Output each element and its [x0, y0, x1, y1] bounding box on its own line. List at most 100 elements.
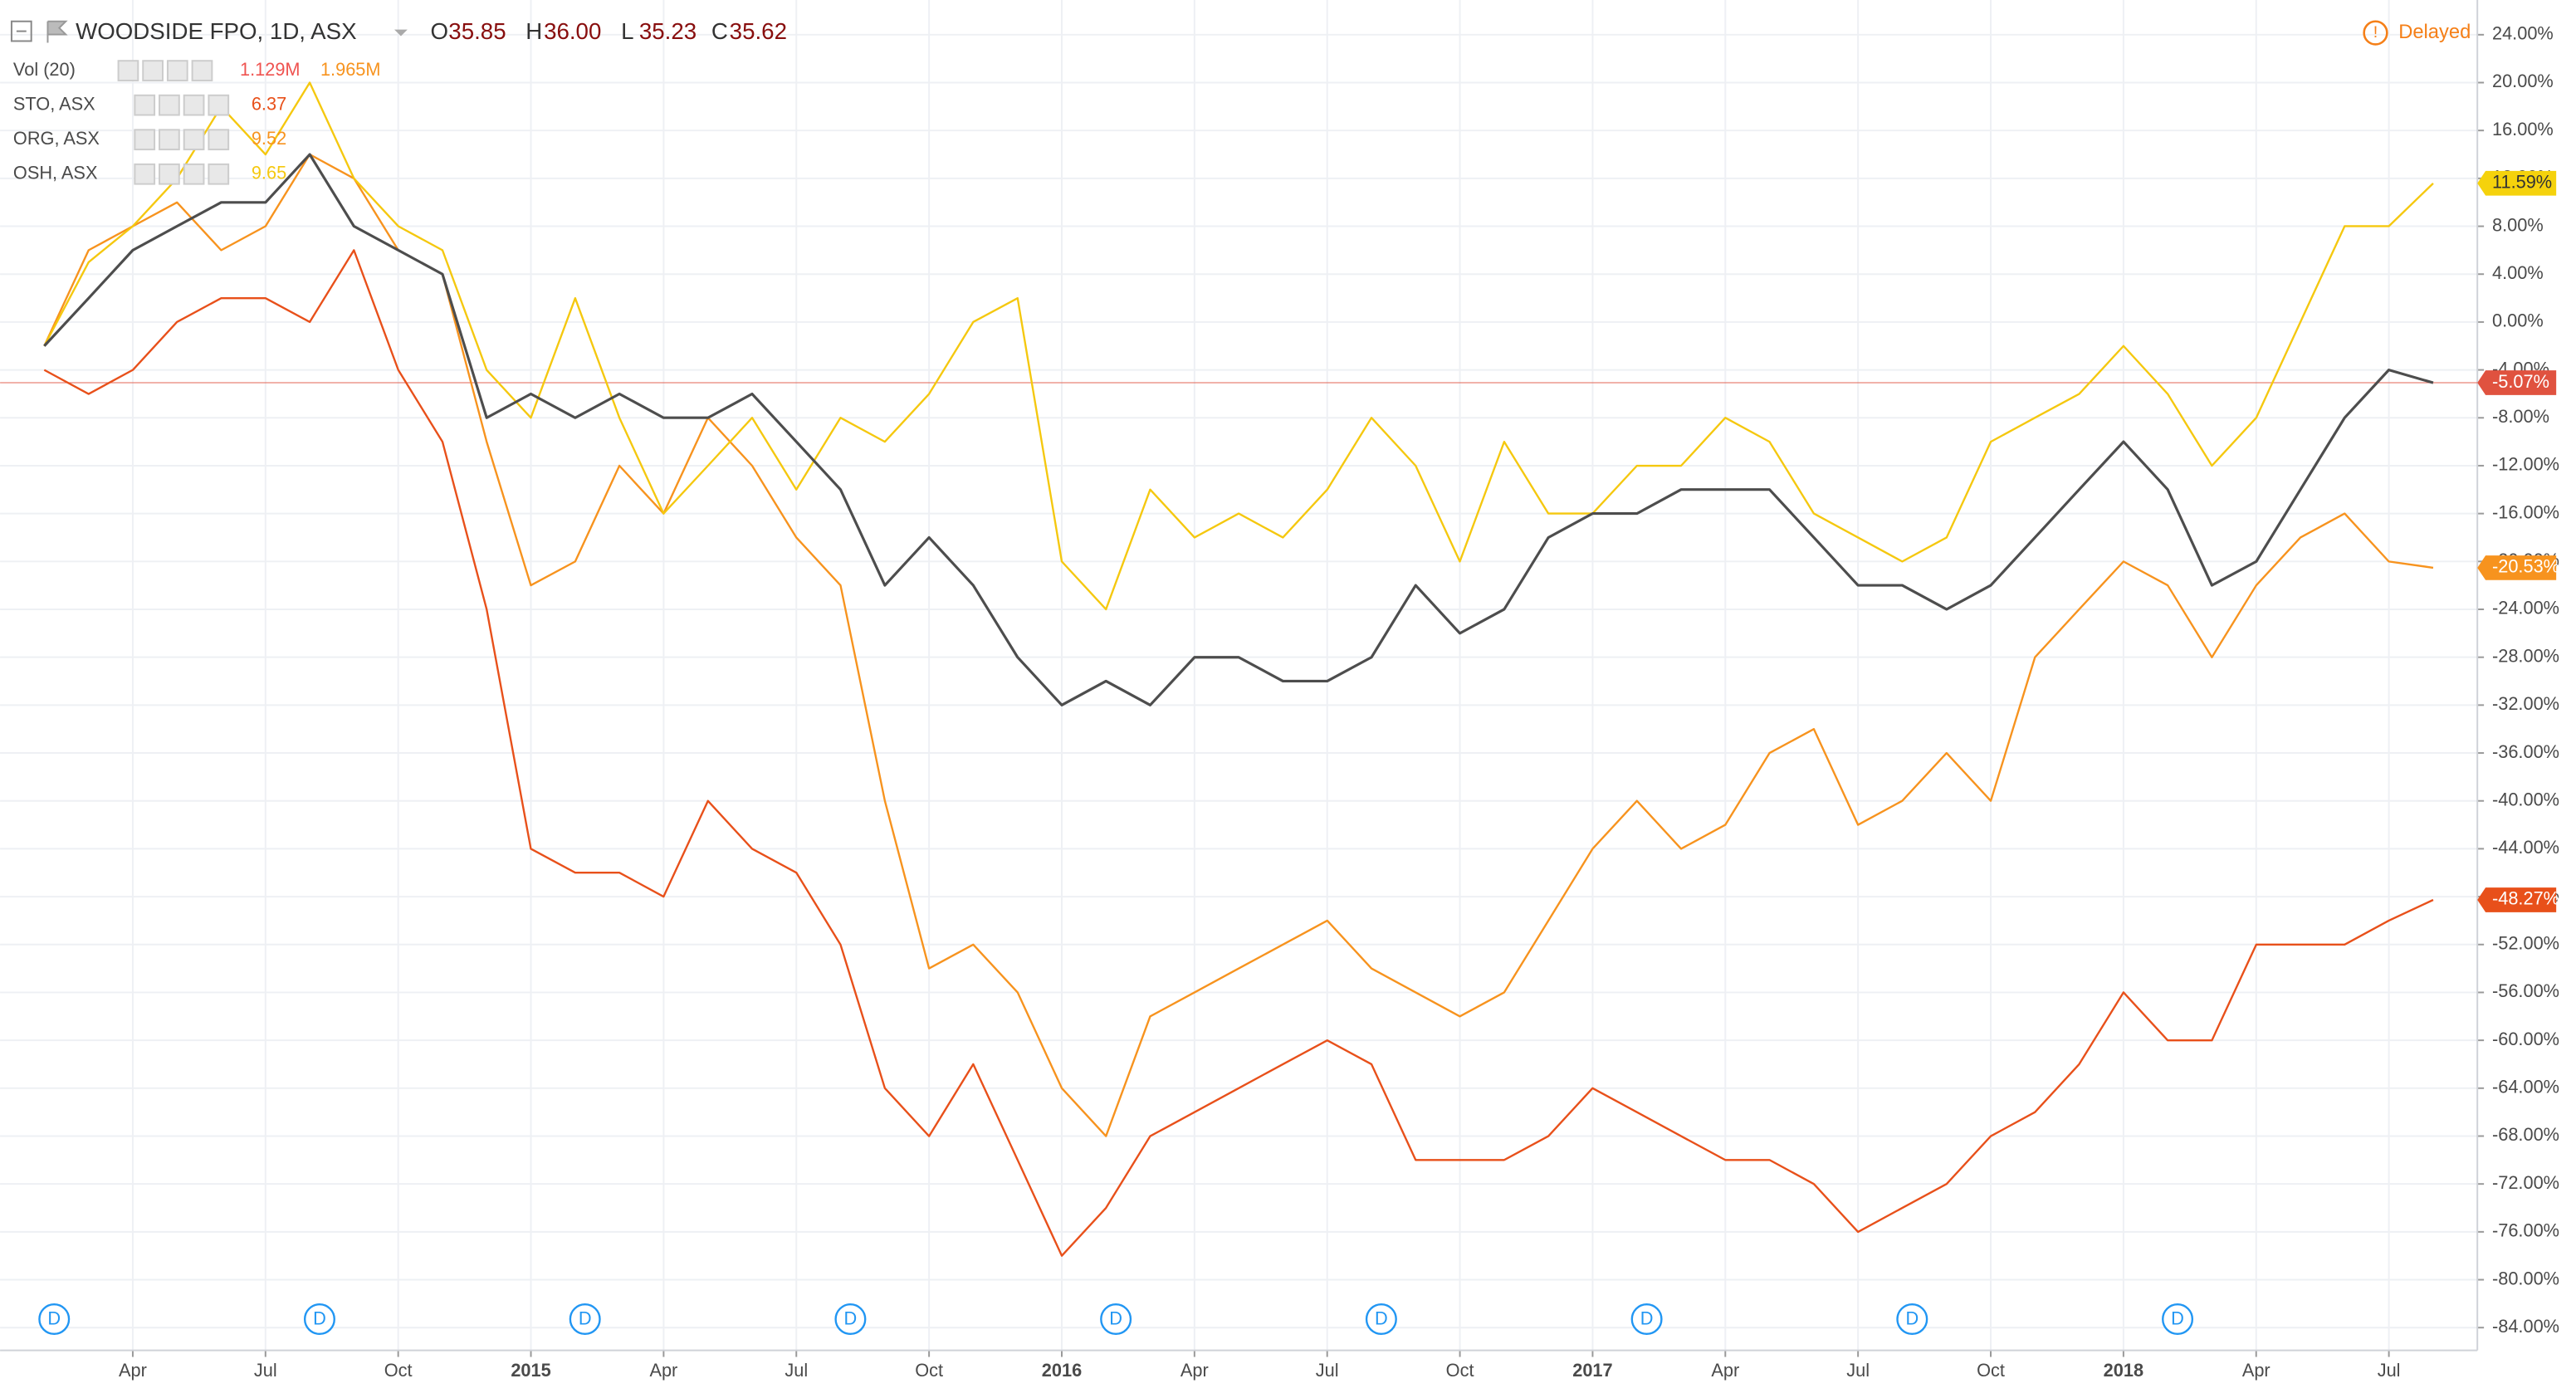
x-tick-label: 2018	[2104, 1360, 2143, 1381]
dividend-label: D	[47, 1308, 61, 1329]
dividend-label: D	[1640, 1308, 1654, 1329]
legend-value: 9.52	[252, 128, 286, 149]
y-tick-label: 20.00%	[2492, 71, 2554, 91]
y-tick-label: 16.00%	[2492, 119, 2554, 139]
y-tick-label: -28.00%	[2492, 645, 2559, 666]
study-value: 1.965M	[320, 59, 381, 80]
y-tick-label: -68.00%	[2492, 1124, 2559, 1145]
y-tick-label: -64.00%	[2492, 1077, 2559, 1097]
legend-icon[interactable]	[134, 163, 156, 185]
dividend-marker[interactable]	[2162, 1303, 2194, 1336]
legend-icon[interactable]	[142, 60, 164, 81]
y-tick-label: 8.00%	[2492, 214, 2544, 235]
legend-icon[interactable]	[183, 129, 205, 151]
x-tick-label: Jul	[1316, 1360, 1339, 1381]
ohlc-value: 35.23	[639, 18, 697, 44]
collapse-icon[interactable]	[10, 20, 32, 42]
legend-icon[interactable]	[159, 94, 180, 116]
legend-value: 9.65	[252, 163, 286, 183]
legend-icon[interactable]	[159, 129, 180, 151]
y-tick-label: -56.00%	[2492, 980, 2559, 1001]
delayed-icon-mark: !	[2373, 23, 2378, 42]
dividend-label: D	[2171, 1308, 2184, 1329]
ohlc-label: H	[525, 18, 542, 44]
status: Delayed	[2398, 22, 2471, 43]
dividend-marker[interactable]	[1630, 1303, 1663, 1336]
dropdown-icon[interactable]	[394, 29, 408, 37]
legend-icon[interactable]	[117, 60, 139, 81]
x-tick-label: Apr	[1180, 1360, 1209, 1381]
y-tick-label: -40.00%	[2492, 789, 2559, 809]
series-line	[43, 249, 2434, 1257]
last-value-label: -20.53%	[2492, 556, 2559, 577]
last-value-label: 11.59%	[2492, 172, 2552, 193]
y-tick-label: -76.00%	[2492, 1220, 2559, 1241]
flag-icon[interactable]	[46, 20, 68, 43]
series-line	[43, 81, 2434, 611]
dividend-marker[interactable]	[1100, 1303, 1132, 1336]
legend-name: STO, ASX	[13, 93, 95, 114]
dividend-marker[interactable]	[834, 1303, 867, 1336]
dividend-marker[interactable]	[569, 1303, 601, 1336]
dividend-label: D	[844, 1308, 858, 1329]
y-tick-label: -32.00%	[2492, 693, 2559, 714]
y-tick-label: -8.00%	[2492, 406, 2549, 427]
ohlc-label: O	[431, 18, 449, 44]
x-tick-label: Jul	[785, 1360, 808, 1381]
x-tick-label: Jul	[2378, 1360, 2401, 1381]
study-value: 1.129M	[240, 59, 301, 80]
legend-icon[interactable]	[208, 129, 230, 151]
dividend-label: D	[1375, 1308, 1388, 1329]
y-tick-label: 4.00%	[2492, 262, 2544, 283]
legend-icon[interactable]	[208, 94, 230, 116]
series-line	[43, 153, 2434, 706]
y-tick-label: -72.00%	[2492, 1172, 2559, 1193]
ohlc-value: 36.00	[544, 18, 601, 44]
plot	[0, 81, 2478, 1257]
x-tick-label: Apr	[649, 1360, 677, 1381]
legend-icon[interactable]	[183, 94, 205, 116]
dividend-marker[interactable]	[1896, 1303, 1928, 1336]
dividend-marker[interactable]	[1365, 1303, 1397, 1336]
legend-icon[interactable]	[134, 129, 156, 151]
last-value-label: -48.27%	[2492, 888, 2559, 909]
overlay: -5.07% -48.27% -20.53% 11.59% D D D D D D D D D O 35.8…	[13, 18, 2559, 1336]
legend-icon[interactable]	[166, 60, 188, 81]
legend-icon[interactable]	[159, 163, 180, 185]
y-tick-label: -60.00%	[2492, 1029, 2559, 1049]
last-value-box	[2477, 887, 2557, 912]
ohlc-value: 35.62	[730, 18, 787, 44]
legend-value: 6.37	[252, 93, 286, 114]
legend-icon[interactable]	[134, 94, 156, 116]
ohlc-label: L	[621, 18, 633, 44]
ohlc-label: C	[711, 18, 728, 44]
y-tick-label: -80.00%	[2492, 1268, 2559, 1288]
legend-icon[interactable]	[191, 60, 213, 81]
x-tick-label: Jul	[1846, 1360, 1870, 1381]
dividend-marker[interactable]	[38, 1303, 71, 1336]
y-tick-label: -12.00%	[2492, 454, 2559, 475]
x-tick-label: Oct	[915, 1360, 943, 1381]
dividend-label: D	[1109, 1308, 1122, 1329]
legend-name: OSH, ASX	[13, 163, 98, 183]
legend-icon[interactable]	[183, 163, 205, 185]
y-tick-label: 24.00%	[2492, 23, 2554, 44]
x-tick-label: 2017	[1572, 1360, 1612, 1381]
last-value-label: -5.07%	[2492, 371, 2549, 392]
x-tick-label: Apr	[1711, 1360, 1739, 1381]
x-tick-label: 2016	[1042, 1360, 1082, 1381]
y-tick-label: 0.00%	[2492, 310, 2544, 331]
x-tick-label: Oct	[384, 1360, 413, 1381]
ohlc-value: 35.85	[448, 18, 506, 44]
x-tick-label: Jul	[254, 1360, 277, 1381]
y-tick-label: -52.00%	[2492, 933, 2559, 954]
legend-icon[interactable]	[208, 163, 230, 185]
dividend-marker[interactable]	[303, 1303, 335, 1336]
x-tick-label: Oct	[1446, 1360, 1474, 1381]
y-tick-label: -44.00%	[2492, 837, 2559, 858]
last-value-box	[2477, 370, 2557, 395]
x-tick-label: Apr	[119, 1360, 147, 1381]
